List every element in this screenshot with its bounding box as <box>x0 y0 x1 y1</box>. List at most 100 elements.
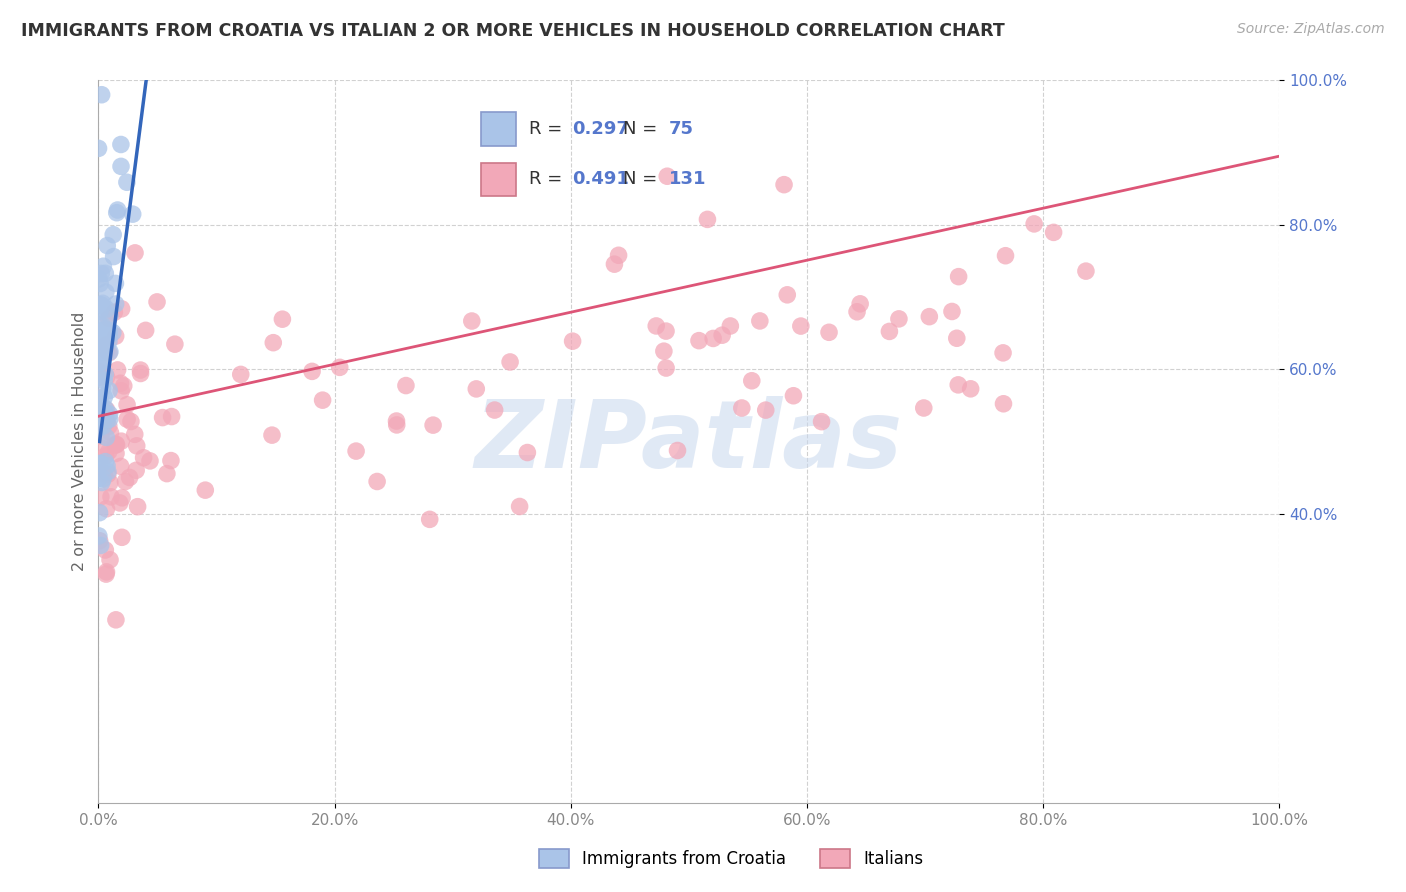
Point <box>93 467 115 482</box>
Point <box>89 369 111 384</box>
Point <box>118 470 141 484</box>
Point <box>89 402 111 417</box>
Point <box>98 346 121 360</box>
Point <box>1074 264 1097 278</box>
Point <box>110 384 132 398</box>
Point <box>87 395 110 409</box>
Point <box>104 613 127 627</box>
Point <box>105 446 128 460</box>
Point <box>89 392 111 406</box>
Point <box>90 324 112 338</box>
Point <box>94 328 117 343</box>
Point <box>111 530 134 544</box>
Point <box>94 413 117 427</box>
Point <box>127 500 149 514</box>
Point <box>107 363 129 377</box>
Point <box>89 506 111 520</box>
Point <box>385 417 408 432</box>
Point <box>115 412 138 426</box>
Point <box>1042 226 1064 240</box>
Point <box>90 370 112 384</box>
Point <box>96 565 118 579</box>
Point <box>124 427 146 442</box>
Point <box>94 401 117 416</box>
Point <box>948 269 970 284</box>
Point <box>89 391 111 405</box>
Point <box>422 418 444 433</box>
Point <box>121 207 143 221</box>
Point <box>89 277 111 291</box>
Point <box>110 376 132 391</box>
Point <box>91 341 114 355</box>
Point <box>90 302 112 317</box>
Point <box>90 343 112 358</box>
Point <box>96 458 118 473</box>
Point <box>96 501 118 516</box>
Point <box>696 212 718 227</box>
Point <box>94 449 117 463</box>
Point <box>91 318 114 332</box>
Point <box>90 87 112 102</box>
Point <box>731 401 754 415</box>
Point <box>499 355 522 369</box>
Point <box>879 325 901 339</box>
Point <box>91 330 114 344</box>
Point <box>959 382 981 396</box>
Point <box>90 538 112 552</box>
Point <box>846 305 869 319</box>
Point <box>87 421 110 435</box>
Point <box>93 332 115 346</box>
Point <box>96 344 118 359</box>
Point <box>89 414 111 428</box>
Point <box>87 411 110 425</box>
Point <box>103 305 125 319</box>
Point <box>152 410 174 425</box>
Point <box>108 496 131 510</box>
Point <box>98 344 121 359</box>
Point <box>111 491 134 505</box>
Point <box>100 490 122 504</box>
Point <box>89 533 111 548</box>
Point <box>97 419 120 434</box>
Point <box>516 445 538 459</box>
Point <box>948 377 970 392</box>
Point <box>991 346 1014 360</box>
Point <box>160 453 183 467</box>
Point <box>655 361 678 376</box>
Point <box>711 328 734 343</box>
Point <box>94 567 117 582</box>
Point <box>129 363 152 377</box>
Point <box>114 475 136 489</box>
Point <box>1024 217 1046 231</box>
Point <box>156 467 179 481</box>
Point <box>115 398 138 412</box>
Point <box>329 360 352 375</box>
Point <box>941 304 963 318</box>
Point <box>748 314 770 328</box>
Text: IMMIGRANTS FROM CROATIA VS ITALIAN 2 OR MORE VEHICLES IN HOUSEHOLD CORRELATION C: IMMIGRANTS FROM CROATIA VS ITALIAN 2 OR … <box>21 22 1005 40</box>
Point <box>89 298 111 312</box>
Point <box>657 169 679 184</box>
Point <box>91 381 114 395</box>
Point <box>93 332 115 346</box>
Point <box>87 529 110 543</box>
Point <box>93 322 115 336</box>
Point <box>98 328 121 343</box>
Point <box>91 472 114 486</box>
Point <box>91 442 114 456</box>
Point <box>96 370 118 384</box>
Point <box>741 374 763 388</box>
Point <box>160 409 183 424</box>
Point <box>97 467 120 482</box>
Point <box>146 294 169 309</box>
Point <box>607 248 630 262</box>
Point <box>90 298 112 312</box>
Point <box>97 444 120 458</box>
Point <box>135 323 157 337</box>
Point <box>93 419 115 434</box>
Point <box>94 455 117 469</box>
Point <box>94 368 117 382</box>
Point <box>97 465 120 479</box>
Point <box>993 397 1015 411</box>
Point <box>366 475 388 489</box>
